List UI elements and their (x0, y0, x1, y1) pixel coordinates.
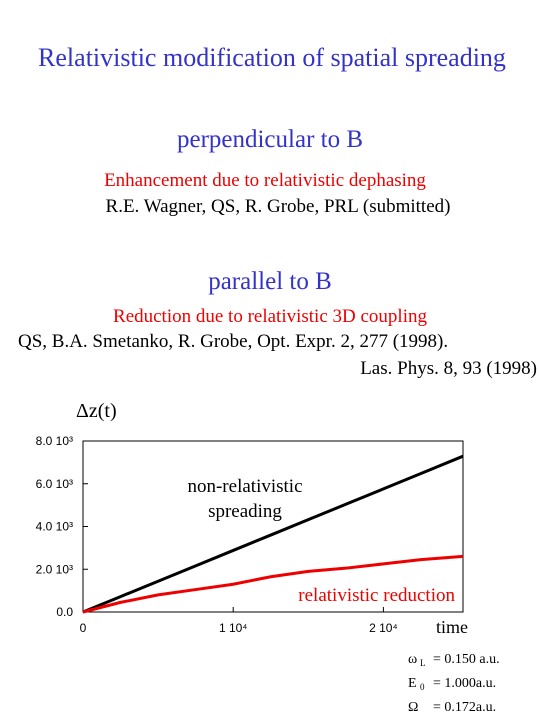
series-label: non-relativistic spreading (187, 476, 302, 522)
series-label: relativistic reduction (298, 585, 455, 606)
y-tick-label: 0.0 (56, 605, 73, 619)
param-subscript: 0 (420, 682, 425, 692)
param-symbol: Ω (408, 700, 418, 715)
param-value: = 0.150 a.u. (433, 652, 500, 667)
y-tick-label: 2.0 10³ (36, 562, 73, 576)
reference: Las. Phys. 8, 93 (1998) (360, 358, 537, 379)
x-tick-label: 2 10⁴ (369, 621, 398, 635)
slide-title: Relativistic modification of spatial spr… (38, 43, 506, 72)
reference: R.E. Wagner, QS, R. Grobe, PRL (submitte… (106, 196, 451, 217)
heading: parallel to B (208, 268, 332, 295)
heading: perpendicular to B (177, 126, 363, 153)
y-axis-label: Δz(t) (76, 400, 117, 422)
x-axis-label: time (436, 617, 468, 637)
chart: 0.0 2.0 10³ 4.0 10³ 6.0 10³ 8.0 10³ 0 1 10⁴ 2 1… (36, 400, 468, 637)
param-value: = 1.000a.u. (433, 676, 496, 691)
param-value: = 0.172a.u. (433, 700, 496, 715)
reference: QS, B.A. Smetanko, R. Grobe, Opt. Expr. … (18, 331, 448, 352)
x-tick-label: 0 (80, 621, 87, 635)
y-tick-label: 6.0 10³ (36, 477, 73, 491)
parameters: ω L = 0.150 a.u. E 0 = 1.000a.u. Ω = 0.172a.u. (408, 652, 500, 715)
param-symbol: ω (408, 652, 417, 667)
param-subscript: L (420, 658, 426, 668)
y-tick-label: 8.0 10³ (36, 434, 73, 448)
note: Reduction due to relativistic 3D couplin… (113, 306, 427, 327)
series-line (82, 554, 464, 614)
x-tick-label: 1 10⁴ (219, 621, 248, 635)
param-symbol: E (408, 676, 417, 691)
note: Enhancement due to relativistic dephasin… (104, 170, 426, 191)
y-tick-label: 4.0 10³ (36, 520, 73, 534)
series-line (82, 454, 464, 614)
